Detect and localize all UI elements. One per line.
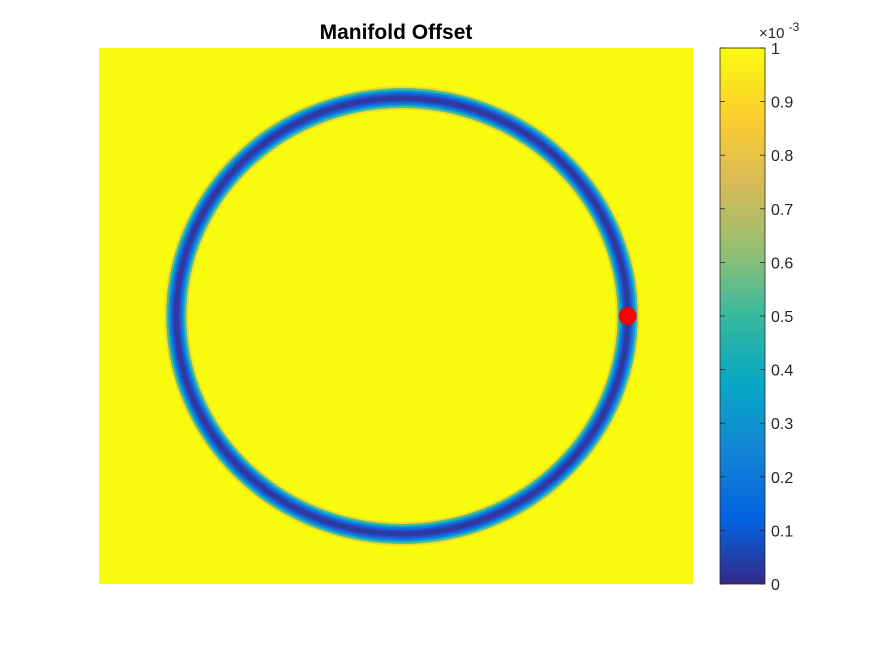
colorbar-ticks: 0 0.1 0.2 0.3 0.4 0.5 0.6 0.7 0.8 0.9 1 [720, 41, 793, 594]
colorbar-tick-label: 0 [771, 577, 780, 594]
chart-title: Manifold Offset [320, 21, 473, 44]
colorbar-tick-label: 0.7 [771, 202, 793, 219]
colorbar-tick-label: 0.4 [771, 363, 793, 380]
colorbar-tick-label: 0.8 [771, 148, 793, 165]
colorbar-tick-label: 0.9 [771, 95, 793, 112]
colorbar-tick-label: 0.3 [771, 416, 793, 433]
colorbar-multiplier-base: ×10 [759, 25, 784, 42]
colorbar-multiplier-exponent: -3 [789, 20, 800, 34]
heatmap-background [99, 48, 693, 584]
colorbar: 0 0.1 0.2 0.3 0.4 0.5 0.6 0.7 0.8 0.9 1 ×10 -3 [719, 20, 800, 594]
colorbar-multiplier: ×10 -3 [759, 20, 800, 42]
colorbar-tick-label: 0.5 [771, 309, 793, 326]
colorbar-tick-label: 0.6 [771, 255, 793, 272]
colorbar-tick-label: 0.1 [771, 523, 793, 540]
colorbar-tick-label: 1 [771, 41, 780, 58]
manifold-point-marker [618, 307, 637, 325]
colorbar-tick-label: 0.2 [771, 470, 793, 487]
colorbar-gradient [720, 48, 765, 584]
heatmap-plot-area [99, 48, 693, 584]
